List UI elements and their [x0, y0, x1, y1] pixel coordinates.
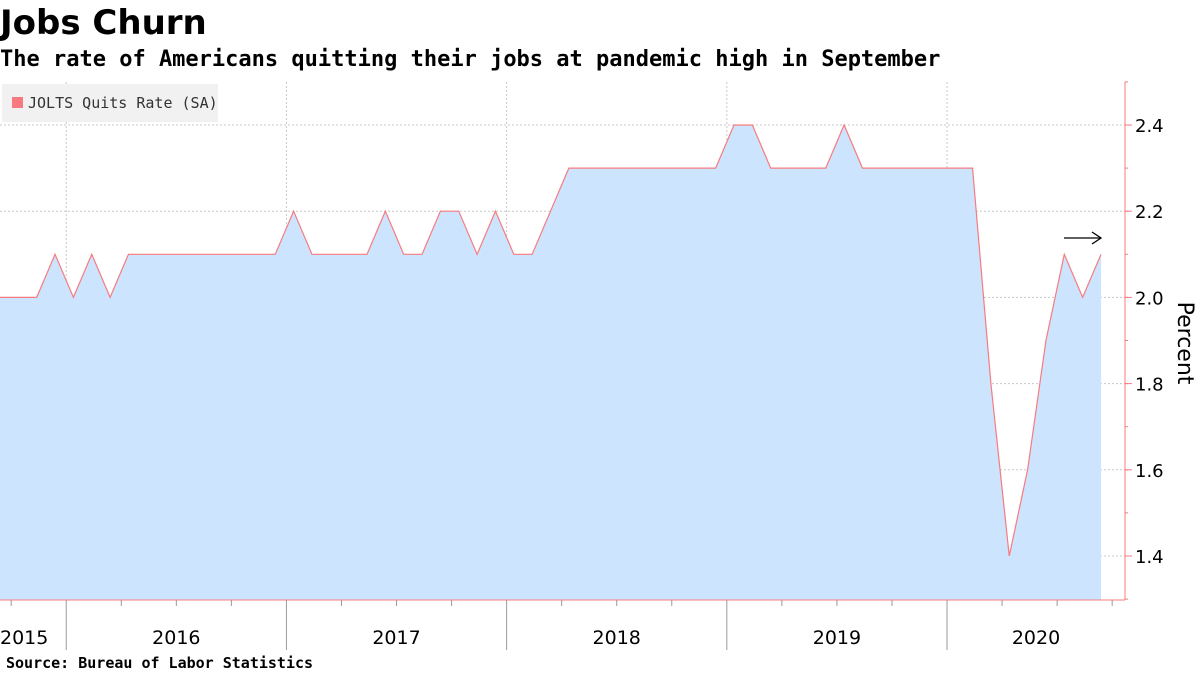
data-point-2016-08	[200, 253, 203, 256]
data-point-2016-10	[237, 253, 240, 256]
data-point-2020-09	[1100, 253, 1103, 256]
source-note: Source: Bureau of Labor Statistics	[6, 654, 314, 672]
data-point-2017-09	[439, 210, 442, 213]
data-point-2019-11	[916, 167, 919, 170]
data-point-2017-02	[310, 253, 313, 256]
data-point-2019-06	[824, 167, 827, 170]
data-point-2017-01	[292, 210, 295, 213]
series-area-layer	[0, 123, 1103, 600]
data-point-2019-08	[861, 167, 864, 170]
data-point-2019-07	[843, 124, 846, 127]
legend-label: JOLTS Quits Rate (SA)	[28, 94, 218, 112]
data-point-2020-06	[1044, 339, 1047, 342]
data-point-2018-03	[549, 210, 552, 213]
data-point-2018-08	[641, 167, 644, 170]
data-point-2015-10	[17, 296, 20, 299]
axis-labels: 1.4 1.6 1.8 2.0 2.2 2.4 Percent 2015 2016 2017 201…	[0, 116, 1197, 649]
data-point-2018-10	[677, 167, 680, 170]
y-tick-label-1.6: 1.6	[1135, 461, 1164, 482]
data-point-2016-06	[164, 253, 167, 256]
axes	[0, 81, 1132, 650]
data-point-2017-07	[402, 253, 405, 256]
y-axis-label: Percent	[1172, 302, 1197, 385]
x-tick-label-2019: 2019	[813, 627, 861, 649]
data-point-2020-01	[953, 167, 956, 170]
data-point-2019-02	[751, 124, 754, 127]
y-tick-label-1.4: 1.4	[1135, 547, 1164, 568]
data-point-2020-03	[989, 382, 992, 385]
data-point-2016-09	[219, 253, 222, 256]
data-point-2019-05	[806, 167, 809, 170]
legend-swatch	[12, 97, 23, 108]
data-point-2019-01	[733, 124, 736, 127]
data-point-2015-11	[35, 296, 38, 299]
data-point-2017-03	[329, 253, 332, 256]
data-point-2016-04	[127, 253, 130, 256]
data-point-2020-04	[1008, 555, 1011, 558]
data-point-2018-01	[512, 253, 515, 256]
x-tick-label-2015: 2015	[0, 627, 48, 649]
data-point-2019-04	[788, 167, 791, 170]
y-tick-label-2.2: 2.2	[1135, 202, 1164, 223]
data-point-2017-11	[476, 253, 479, 256]
data-point-2017-08	[421, 253, 424, 256]
data-point-2016-12	[274, 253, 277, 256]
chart-subtitle: The rate of Americans quitting their job…	[0, 47, 941, 72]
data-point-2018-02	[531, 253, 534, 256]
data-point-2020-02	[971, 167, 974, 170]
data-point-2019-10	[898, 167, 901, 170]
legend: JOLTS Quits Rate (SA)	[2, 84, 218, 122]
data-point-2019-12	[934, 167, 937, 170]
data-point-2016-07	[182, 253, 185, 256]
data-point-2016-03	[109, 296, 112, 299]
data-point-2018-05	[586, 167, 589, 170]
data-point-2018-07	[622, 167, 625, 170]
data-point-2018-09	[659, 167, 662, 170]
data-point-2017-05	[366, 253, 369, 256]
data-point-2016-05	[145, 253, 148, 256]
data-point-2018-12	[714, 167, 717, 170]
x-tick-label-2020: 2020	[1012, 627, 1060, 649]
data-point-2017-04	[347, 253, 350, 256]
series-area	[0, 125, 1101, 600]
data-point-2019-03	[769, 167, 772, 170]
data-point-2020-05	[1026, 468, 1029, 471]
x-tick-label-2017: 2017	[372, 627, 420, 649]
y-tick-label-2.0: 2.0	[1135, 288, 1164, 309]
data-point-2018-11	[696, 167, 699, 170]
series-line	[0, 123, 1102, 557]
data-point-2017-06	[384, 210, 387, 213]
data-point-2019-09	[879, 167, 882, 170]
data-point-2020-07	[1063, 253, 1066, 256]
x-tick-label-2018: 2018	[593, 627, 641, 649]
data-point-2016-02	[90, 253, 93, 256]
data-point-2015-12	[54, 253, 57, 256]
data-point-2017-12	[494, 210, 497, 213]
arrow-head	[1091, 231, 1103, 245]
data-point-2016-01	[72, 296, 75, 299]
data-point-2018-06	[604, 167, 607, 170]
data-point-2020-08	[1081, 296, 1084, 299]
data-point-2017-10	[457, 210, 460, 213]
data-point-2016-11	[255, 253, 258, 256]
y-tick-label-1.8: 1.8	[1135, 375, 1164, 396]
chart-title: Jobs Churn	[0, 3, 207, 43]
y-tick-label-2.4: 2.4	[1135, 116, 1164, 137]
right-arrow-icon	[1064, 231, 1103, 245]
data-point-2018-04	[567, 167, 570, 170]
x-tick-label-2016: 2016	[152, 627, 200, 649]
